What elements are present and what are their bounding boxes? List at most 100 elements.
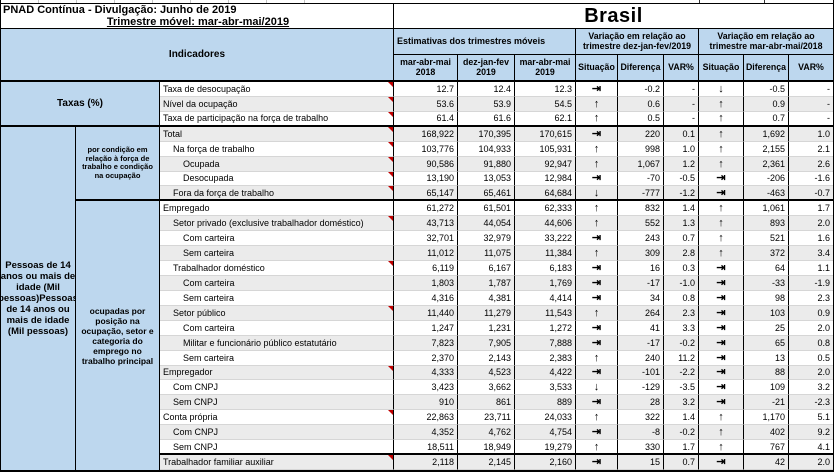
stable-arrow-icon: ⇥ xyxy=(699,186,744,202)
cell-var-1: -0.2 xyxy=(664,425,699,441)
top-gridline-strip xyxy=(1,0,833,4)
cell-estimate-1: 61.4 xyxy=(394,111,458,127)
comment-marker-icon xyxy=(388,186,393,192)
comment-marker-icon xyxy=(388,111,393,117)
row-label: Nível da ocupação xyxy=(160,96,394,112)
cell-estimate-2: 170,395 xyxy=(458,126,515,142)
row-label: Setor público xyxy=(160,305,394,321)
up-arrow-icon: ↑ xyxy=(699,126,744,142)
cell-var-2: 1.1 xyxy=(789,261,833,276)
up-arrow-icon: ↑ xyxy=(699,111,744,127)
up-arrow-icon: ↑ xyxy=(576,156,618,172)
cell-var-1: 2.8 xyxy=(664,246,699,262)
cell-estimate-3: 2,383 xyxy=(515,350,576,366)
cell-estimate-1: 32,701 xyxy=(394,231,458,247)
stable-arrow-icon: ⇥ xyxy=(699,305,744,321)
cell-var-1: 1.0 xyxy=(664,141,699,157)
cell-var-2: 5.1 xyxy=(789,410,833,426)
cell-difference-1: 998 xyxy=(618,141,664,157)
cell-difference-2: -206 xyxy=(744,171,789,187)
comment-marker-icon xyxy=(388,261,393,267)
cell-var-2: 9.2 xyxy=(789,425,833,441)
cell-var-2: -2.3 xyxy=(789,395,833,411)
row-label: Sem CNPJ xyxy=(160,440,394,456)
up-arrow-icon: ↑ xyxy=(699,216,744,232)
cell-var-1: -1.0 xyxy=(664,275,699,291)
cell-var-1: 2.3 xyxy=(664,305,699,321)
cell-estimate-2: 44,054 xyxy=(458,216,515,232)
report-title-cell: PNAD Contínua - Divulgação: Junho de 201… xyxy=(1,4,394,28)
up-arrow-icon: ↑ xyxy=(576,111,618,127)
comment-marker-icon xyxy=(388,455,393,461)
cell-estimate-1: 3,423 xyxy=(394,380,458,396)
cell-estimate-1: 1,803 xyxy=(394,275,458,291)
row-label: Setor privado (exclusive trabalhador dom… xyxy=(160,216,394,232)
cell-estimate-3: 64,684 xyxy=(515,186,576,202)
cell-difference-2: 109 xyxy=(744,380,789,396)
stable-arrow-icon: ⇥ xyxy=(576,455,618,470)
up-arrow-icon: ↑ xyxy=(699,410,744,426)
stable-arrow-icon: ⇥ xyxy=(699,380,744,396)
cell-estimate-3: 4,754 xyxy=(515,425,576,441)
cell-estimate-1: 18,511 xyxy=(394,440,458,456)
stable-arrow-icon: ⇥ xyxy=(576,425,618,441)
cell-estimate-2: 4,523 xyxy=(458,365,515,381)
cell-estimate-2: 4,381 xyxy=(458,290,515,306)
column-group-header: Variação em relação ao trimestre mar-abr… xyxy=(699,29,833,55)
up-arrow-icon: ↑ xyxy=(576,305,618,321)
up-arrow-icon: ↑ xyxy=(576,201,618,217)
stable-arrow-icon: ⇥ xyxy=(576,126,618,142)
cell-difference-1: 309 xyxy=(618,246,664,262)
cell-difference-2: 521 xyxy=(744,231,789,247)
cell-difference-2: 767 xyxy=(744,440,789,456)
comment-marker-icon xyxy=(388,216,393,222)
cell-var-1: 1.7 xyxy=(664,440,699,456)
cell-var-2: 1.7 xyxy=(789,201,833,217)
cell-estimate-2: 2,145 xyxy=(458,455,515,470)
cell-var-1: 3.2 xyxy=(664,395,699,411)
cell-var-1: 1.2 xyxy=(664,156,699,172)
cell-difference-1: 34 xyxy=(618,290,664,306)
cell-var-2: 3.4 xyxy=(789,246,833,262)
up-arrow-icon: ↑ xyxy=(699,440,744,456)
cell-var-1: -0.5 xyxy=(664,171,699,187)
row-label: Taxa de participação na força de trabalh… xyxy=(160,111,394,127)
cell-estimate-2: 53.9 xyxy=(458,96,515,112)
row-label: Empregador xyxy=(160,365,394,381)
cell-var-2: 3.2 xyxy=(789,380,833,396)
cell-var-1: 0.8 xyxy=(664,290,699,306)
cell-difference-1: -0.2 xyxy=(618,82,664,97)
row-label: Trabalhador familiar auxiliar xyxy=(160,455,394,470)
cell-difference-1: 0.6 xyxy=(618,96,664,112)
cell-var-2: -0.7 xyxy=(789,186,833,202)
cell-estimate-2: 861 xyxy=(458,395,515,411)
comment-marker-icon xyxy=(388,365,393,371)
stable-arrow-icon: ⇥ xyxy=(699,455,744,470)
row-label: Sem carteira xyxy=(160,290,394,306)
cell-var-2: 4.1 xyxy=(789,440,833,456)
cell-estimate-3: 170,615 xyxy=(515,126,576,142)
cell-difference-1: -129 xyxy=(618,380,664,396)
cell-difference-2: 0.9 xyxy=(744,96,789,112)
up-arrow-icon: ↑ xyxy=(699,231,744,247)
column-group-header: Estimativas dos trimestres móveis xyxy=(394,29,576,55)
row-label: Trabalhador doméstico xyxy=(160,261,394,276)
cell-difference-1: -777 xyxy=(618,186,664,202)
cell-var-2: 1.6 xyxy=(789,231,833,247)
cell-estimate-3: 24,033 xyxy=(515,410,576,426)
cell-estimate-2: 65,461 xyxy=(458,186,515,202)
cell-estimate-2: 91,880 xyxy=(458,156,515,172)
cell-difference-2: 98 xyxy=(744,290,789,306)
stable-arrow-icon: ⇥ xyxy=(699,395,744,411)
cell-difference-1: 28 xyxy=(618,395,664,411)
cell-difference-1: 322 xyxy=(618,410,664,426)
stable-arrow-icon: ⇥ xyxy=(699,350,744,366)
cell-var-2: 2.3 xyxy=(789,290,833,306)
cell-var-1: 0.7 xyxy=(664,455,699,470)
cell-estimate-2: 4,762 xyxy=(458,425,515,441)
cell-estimate-3: 3,533 xyxy=(515,380,576,396)
cell-estimate-1: 90,586 xyxy=(394,156,458,172)
cell-estimate-3: 4,414 xyxy=(515,290,576,306)
cell-var-1: -2.2 xyxy=(664,365,699,381)
